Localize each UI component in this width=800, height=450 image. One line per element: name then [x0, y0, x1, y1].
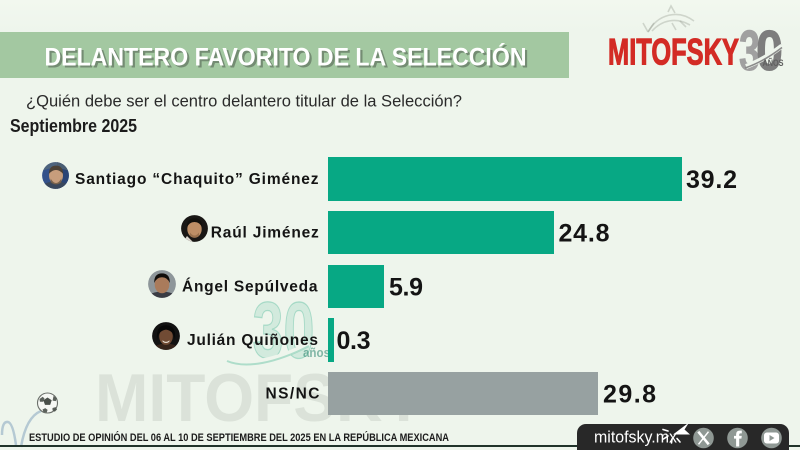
svg-text:Julián Quiñones: Julián Quiñones — [187, 332, 318, 349]
svg-text:5.9: 5.9 — [389, 274, 423, 302]
svg-text:Raúl Jiménez: Raúl Jiménez — [211, 225, 319, 242]
svg-text:DELANTERO FAVORITO DE LA SELEC: DELANTERO FAVORITO DE LA SELECCIÓN — [45, 42, 527, 72]
svg-text:Santiago “Chaquito” Giménez: Santiago “Chaquito” Giménez — [75, 171, 319, 188]
svg-text:años: años — [303, 345, 330, 360]
svg-text:Ángel Sepúlveda: Ángel Sepúlveda — [182, 279, 318, 296]
svg-text:Septiembre 2025: Septiembre 2025 — [10, 116, 137, 136]
svg-text:ESTUDIO DE OPINIÓN DEL 06 AL 1: ESTUDIO DE OPINIÓN DEL 06 AL 10 DE SEPTI… — [29, 431, 449, 444]
svg-text:mitofsky.mx: mitofsky.mx — [594, 429, 678, 447]
svg-text:DELANTERO FAVORITO DE LA SELEC: DELANTERO FAVORITO DE LA SELECCIÓN — [47, 44, 529, 74]
svg-text:0.3: 0.3 — [337, 327, 371, 355]
svg-text:AÑOS: AÑOS — [763, 58, 784, 69]
svg-text:NS/NC: NS/NC — [266, 386, 320, 403]
svg-text:24.8: 24.8 — [559, 220, 610, 248]
svg-text:29.8: 29.8 — [603, 381, 656, 409]
svg-text:MITOFSKY: MITOFSKY — [608, 32, 739, 73]
svg-text:¿Quién debe ser el centro dela: ¿Quién debe ser el centro delantero titu… — [26, 93, 462, 111]
svg-text:39.2: 39.2 — [686, 166, 737, 194]
